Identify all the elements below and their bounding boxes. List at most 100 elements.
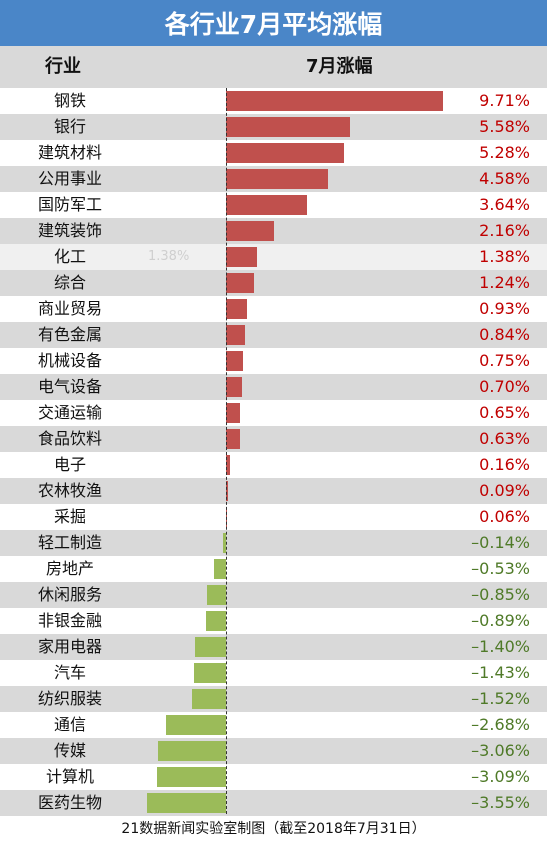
bar — [226, 429, 241, 449]
value-label: –0.89% — [471, 611, 530, 630]
category-label: 钢铁 — [53, 91, 86, 110]
category-label: 机械设备 — [37, 351, 102, 370]
category-label: 公用事业 — [37, 169, 102, 188]
bar-row: 电气设备 0.70% — [0, 374, 547, 400]
chart-footer-source: 21数据新闻实验室制图（截至2018年7月31日） — [121, 821, 426, 837]
value-label: 0.84% — [479, 325, 530, 344]
value-label: –0.14% — [471, 533, 530, 552]
category-label: 电气设备 — [37, 377, 102, 396]
category-label: 食品饮料 — [37, 429, 102, 448]
category-label: 建筑材料 — [37, 143, 102, 162]
value-label: –0.85% — [471, 585, 530, 604]
hover-value-label: 1.38% — [148, 249, 190, 264]
bar-row: 家用电器 –1.40% — [0, 634, 547, 660]
bar — [207, 585, 226, 605]
bar-row: 食品饮料 0.63% — [0, 426, 547, 452]
bar — [226, 299, 247, 319]
bar — [222, 533, 226, 553]
bar — [226, 91, 443, 111]
bar-row: 通信 –2.68% — [0, 712, 547, 738]
bar — [226, 169, 329, 189]
chart-title: 各行业7月平均涨幅 — [0, 0, 547, 46]
category-label: 汽车 — [53, 663, 86, 682]
value-label: 0.06% — [479, 507, 530, 526]
value-label: –0.53% — [471, 559, 530, 578]
category-label: 有色金属 — [37, 325, 102, 344]
bar — [226, 455, 230, 475]
bar-row: 交通运输 0.65% — [0, 400, 547, 426]
category-label: 银行 — [53, 117, 86, 136]
bar-row: 化工 1.38% 1.38% — [0, 244, 547, 270]
value-label: –1.43% — [471, 663, 530, 682]
value-label: –3.09% — [471, 767, 530, 786]
bar — [206, 611, 226, 631]
bar-row: 建筑材料 5.28% — [0, 140, 547, 166]
category-label: 综合 — [53, 273, 86, 292]
bar-row: 医药生物 –3.55% — [0, 790, 547, 816]
bar-row: 休闲服务 –0.85% — [0, 582, 547, 608]
bar — [226, 117, 351, 137]
bar-row: 房地产 –0.53% — [0, 556, 547, 582]
value-label: 0.93% — [479, 299, 530, 318]
category-label: 医药生物 — [37, 793, 102, 812]
bar-row: 非银金融 –0.89% — [0, 608, 547, 634]
header-change: 7月涨幅 — [306, 56, 373, 77]
category-label: 建筑装饰 — [37, 221, 102, 240]
bar — [157, 741, 226, 761]
value-label: 3.64% — [479, 195, 530, 214]
bar — [226, 403, 241, 423]
category-label: 纺织服装 — [37, 689, 102, 708]
category-label: 房地产 — [45, 559, 94, 578]
bar — [226, 351, 243, 371]
value-label: 0.16% — [479, 455, 530, 474]
value-label: –1.52% — [471, 689, 530, 708]
header-industry: 行业 — [45, 56, 81, 77]
category-label: 通信 — [53, 715, 86, 734]
category-label: 休闲服务 — [37, 585, 102, 604]
bar-row: 采掘 0.06% — [0, 504, 547, 530]
value-label: 5.58% — [479, 117, 530, 136]
value-label: 0.70% — [479, 377, 530, 396]
category-label: 非银金融 — [37, 611, 102, 630]
value-label: 0.75% — [479, 351, 530, 370]
bar — [226, 481, 228, 501]
bar-row: 传媒 –3.06% — [0, 738, 547, 764]
bar — [192, 689, 226, 709]
value-label: 0.65% — [479, 403, 530, 422]
bar — [226, 377, 242, 397]
value-label: 4.58% — [479, 169, 530, 188]
value-label: 0.09% — [479, 481, 530, 500]
bar — [226, 273, 254, 293]
value-label: –3.55% — [471, 793, 530, 812]
category-label: 家用电器 — [37, 637, 102, 656]
bar — [194, 637, 226, 657]
value-label: 9.71% — [479, 91, 530, 110]
category-label: 交通运输 — [37, 403, 102, 422]
bar-row: 钢铁 9.71% — [0, 88, 547, 114]
value-label: 2.16% — [479, 221, 530, 240]
bar-row: 银行 5.58% — [0, 114, 547, 140]
category-label: 化工 — [53, 247, 86, 266]
bar-row: 机械设备 0.75% — [0, 348, 547, 374]
bar-row: 建筑装饰 2.16% — [0, 218, 547, 244]
category-label: 农林牧渔 — [37, 481, 102, 500]
zero-axis-line — [226, 88, 227, 814]
category-label: 轻工制造 — [37, 533, 102, 552]
category-label: 国防军工 — [37, 195, 102, 214]
header-row: 行业 7月涨幅 — [0, 46, 547, 88]
bar-row: 计算机 –3.09% — [0, 764, 547, 790]
value-label: 1.38% — [479, 247, 530, 266]
bar — [226, 221, 275, 241]
bar-row: 汽车 –1.43% — [0, 660, 547, 686]
bar — [146, 793, 226, 813]
bar — [226, 143, 344, 163]
value-label: –2.68% — [471, 715, 530, 734]
category-label: 电子 — [53, 455, 86, 474]
value-label: 0.63% — [479, 429, 530, 448]
bar-row: 农林牧渔 0.09% — [0, 478, 547, 504]
category-label: 采掘 — [53, 507, 86, 526]
bar-row: 商业贸易 0.93% — [0, 296, 547, 322]
value-label: –3.06% — [471, 741, 530, 760]
bar-row: 纺织服装 –1.52% — [0, 686, 547, 712]
